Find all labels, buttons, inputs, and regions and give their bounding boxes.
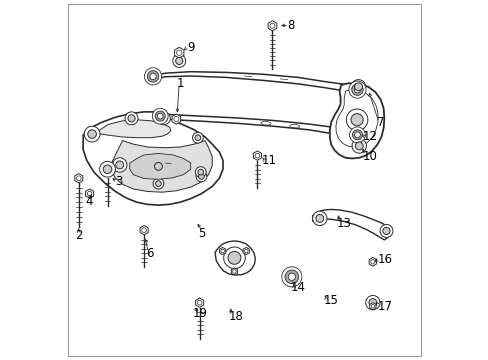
Polygon shape: [174, 47, 183, 58]
Circle shape: [149, 73, 156, 80]
Circle shape: [157, 112, 170, 125]
Circle shape: [351, 139, 366, 153]
Polygon shape: [215, 241, 255, 275]
Circle shape: [348, 81, 366, 98]
Circle shape: [346, 109, 367, 131]
Circle shape: [365, 296, 379, 310]
Circle shape: [155, 181, 161, 186]
Circle shape: [172, 54, 185, 67]
Circle shape: [312, 211, 326, 226]
Circle shape: [379, 225, 392, 237]
Circle shape: [147, 71, 159, 82]
Text: 15: 15: [323, 294, 338, 307]
Text: 19: 19: [192, 307, 207, 320]
Circle shape: [353, 86, 360, 93]
Polygon shape: [329, 83, 384, 158]
Polygon shape: [75, 174, 82, 183]
Circle shape: [354, 83, 362, 91]
Circle shape: [116, 161, 123, 169]
Circle shape: [128, 115, 135, 122]
Circle shape: [100, 161, 115, 177]
Polygon shape: [83, 112, 223, 205]
Circle shape: [198, 174, 204, 179]
Circle shape: [153, 178, 163, 189]
Circle shape: [352, 130, 362, 140]
Circle shape: [382, 227, 389, 234]
Polygon shape: [172, 114, 181, 124]
Text: 8: 8: [287, 19, 294, 32]
Text: 17: 17: [376, 300, 391, 313]
Text: 5: 5: [198, 227, 205, 240]
Circle shape: [88, 130, 96, 138]
Text: 3: 3: [115, 175, 122, 188]
Circle shape: [112, 158, 126, 172]
Text: 10: 10: [362, 150, 377, 163]
Polygon shape: [231, 268, 237, 275]
Polygon shape: [140, 226, 148, 235]
Text: 16: 16: [376, 253, 391, 266]
Circle shape: [287, 273, 295, 280]
Circle shape: [368, 299, 376, 307]
Circle shape: [84, 126, 100, 142]
Polygon shape: [195, 298, 203, 307]
Polygon shape: [158, 114, 359, 137]
Polygon shape: [253, 151, 261, 160]
Circle shape: [125, 112, 138, 125]
Circle shape: [198, 169, 203, 175]
Polygon shape: [267, 21, 276, 31]
Polygon shape: [117, 158, 203, 175]
Circle shape: [349, 127, 365, 143]
Circle shape: [355, 142, 363, 150]
Polygon shape: [97, 120, 171, 138]
Text: 2: 2: [75, 229, 82, 242]
Polygon shape: [243, 247, 249, 255]
Text: 18: 18: [228, 310, 243, 324]
Circle shape: [281, 267, 301, 287]
Circle shape: [350, 114, 363, 126]
Circle shape: [196, 171, 206, 182]
Polygon shape: [369, 303, 375, 310]
Circle shape: [144, 68, 162, 85]
Circle shape: [157, 113, 163, 119]
Polygon shape: [129, 153, 190, 179]
Text: 11: 11: [261, 154, 276, 167]
Circle shape: [227, 251, 241, 264]
Polygon shape: [219, 247, 225, 255]
Circle shape: [103, 165, 112, 174]
Polygon shape: [312, 210, 390, 240]
Circle shape: [155, 111, 165, 121]
Circle shape: [154, 162, 162, 170]
Circle shape: [151, 159, 165, 174]
Circle shape: [285, 270, 298, 284]
Polygon shape: [112, 140, 212, 192]
Polygon shape: [85, 189, 93, 198]
Text: 14: 14: [290, 281, 305, 294]
Circle shape: [175, 57, 183, 64]
Circle shape: [195, 135, 201, 140]
Text: 7: 7: [376, 116, 384, 129]
Circle shape: [152, 108, 168, 124]
Text: 4: 4: [85, 195, 92, 208]
Polygon shape: [151, 72, 359, 93]
Circle shape: [192, 132, 203, 143]
Text: 6: 6: [145, 247, 153, 260]
Polygon shape: [368, 257, 376, 266]
Circle shape: [223, 247, 244, 269]
Text: 12: 12: [362, 130, 377, 144]
Text: 9: 9: [187, 41, 194, 54]
Circle shape: [195, 167, 206, 177]
Text: 1: 1: [176, 77, 183, 90]
Circle shape: [354, 132, 360, 138]
Circle shape: [160, 115, 167, 122]
Circle shape: [351, 84, 363, 95]
Circle shape: [315, 215, 323, 222]
Circle shape: [351, 80, 365, 94]
Text: 13: 13: [336, 216, 351, 230]
